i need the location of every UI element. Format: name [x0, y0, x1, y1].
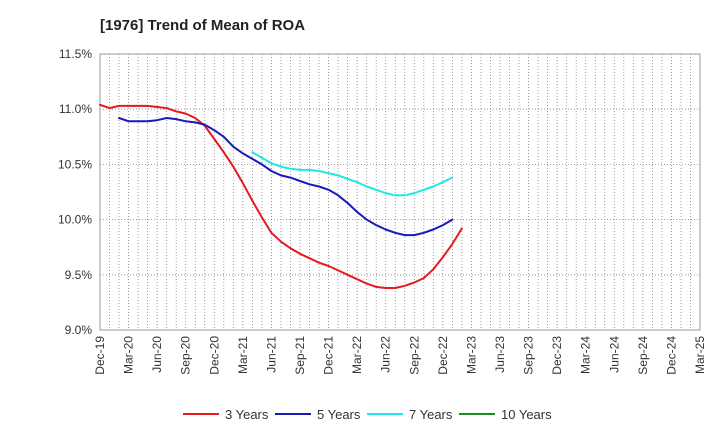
- legend: 3 Years 5 Years 7 Years 10 Years: [183, 407, 552, 422]
- series-line-5-years: [118, 117, 454, 237]
- legend-label: 10 Years: [501, 407, 552, 422]
- y-tick-label: 9.5%: [65, 268, 93, 282]
- legend-label: 3 Years: [225, 407, 269, 422]
- legend-label: 5 Years: [317, 407, 361, 422]
- x-tick-label: Mar-21: [236, 336, 250, 374]
- x-tick-label: Sep-21: [293, 336, 307, 375]
- x-tick-label: Dec-23: [550, 336, 564, 375]
- x-tick-label: Dec-20: [207, 336, 221, 375]
- x-tick-label: Dec-22: [436, 336, 450, 375]
- legend-label: 7 Years: [409, 407, 453, 422]
- chart-title: [1976] Trend of Mean of ROA: [100, 17, 305, 34]
- x-tick-label: Sep-22: [407, 336, 421, 375]
- x-tick-label: Jun-22: [379, 336, 393, 373]
- y-axis: 9.0% 9.5% 10.0% 10.5% 11.0% 11.5%: [58, 47, 92, 337]
- y-tick-label: 9.0%: [65, 323, 93, 337]
- x-tick-label: Jun-23: [493, 336, 507, 373]
- x-tick-label: Jun-21: [264, 336, 278, 373]
- x-tick-label: Sep-23: [522, 336, 536, 375]
- x-tick-label: Jun-24: [607, 336, 621, 373]
- x-tick-label: Mar-25: [693, 336, 707, 374]
- series: [99, 103, 463, 289]
- x-tick-label: Mar-24: [579, 336, 593, 374]
- x-axis: Dec-19 Mar-20 Jun-20 Sep-20 Dec-20 Mar-21 Jun-…: [93, 336, 707, 375]
- series-line-3-years: [99, 103, 463, 289]
- y-tick-label: 10.5%: [58, 157, 92, 171]
- x-tick-label: Mar-22: [350, 336, 364, 374]
- x-tick-label: Jun-20: [150, 336, 164, 373]
- x-tick-label: Dec-21: [322, 336, 336, 375]
- plot-area: [99, 53, 701, 331]
- series-line-7-years: [251, 151, 454, 197]
- x-tick-label: Dec-19: [93, 336, 107, 375]
- y-tick-label: 11.0%: [59, 102, 92, 116]
- x-tick-label: Mar-23: [464, 336, 478, 374]
- x-tick-label: Mar-20: [122, 336, 136, 374]
- y-tick-label: 11.5%: [59, 47, 92, 61]
- y-tick-label: 10.0%: [58, 213, 92, 227]
- x-tick-label: Sep-24: [636, 336, 650, 375]
- grid: [100, 54, 700, 330]
- x-tick-label: Sep-20: [179, 336, 193, 375]
- x-tick-label: Dec-24: [664, 336, 678, 375]
